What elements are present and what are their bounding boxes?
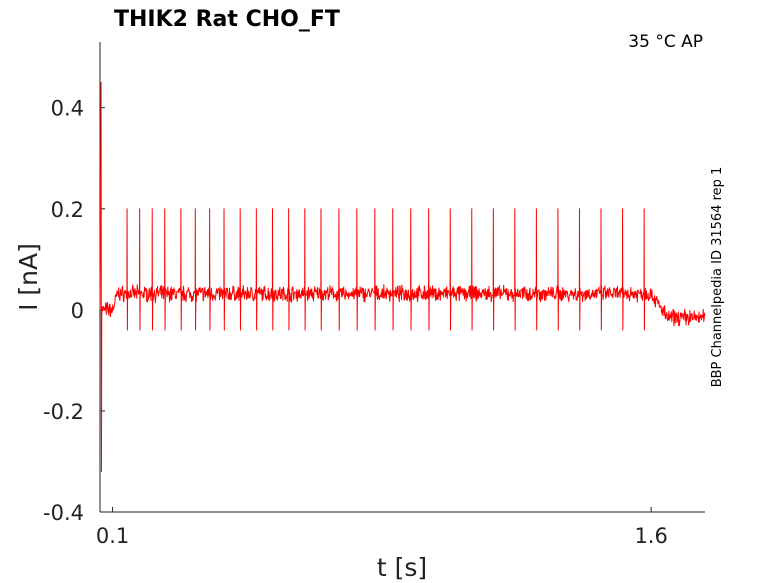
x-axis-label: t [s]: [377, 553, 427, 582]
current-trace: [99, 81, 706, 473]
x-tick-label: 1.6: [634, 524, 667, 548]
y-axis-label: I [nA]: [14, 243, 43, 311]
channelpedia-id-label: BBP Channelpedia ID 31564 rep 1: [710, 167, 725, 388]
y-tick-label: 0: [71, 299, 84, 323]
x-tick-label: 0.1: [96, 524, 129, 548]
x-ticks: 0.1 1.6: [96, 507, 668, 548]
y-tick-label: -0.4: [43, 501, 84, 525]
y-tick-label: 0.4: [51, 97, 84, 121]
y-ticks: 0.4 0.2 0 -0.2 -0.4: [43, 97, 105, 525]
plot-area: 0.4 0.2 0 -0.2 -0.4 0.1 1.6: [43, 42, 706, 548]
chart-title: THIK2 Rat CHO_FT: [114, 7, 340, 32]
condition-label: 35 °C AP: [628, 32, 703, 52]
y-tick-label: -0.2: [43, 400, 84, 424]
y-tick-label: 0.2: [51, 198, 84, 222]
